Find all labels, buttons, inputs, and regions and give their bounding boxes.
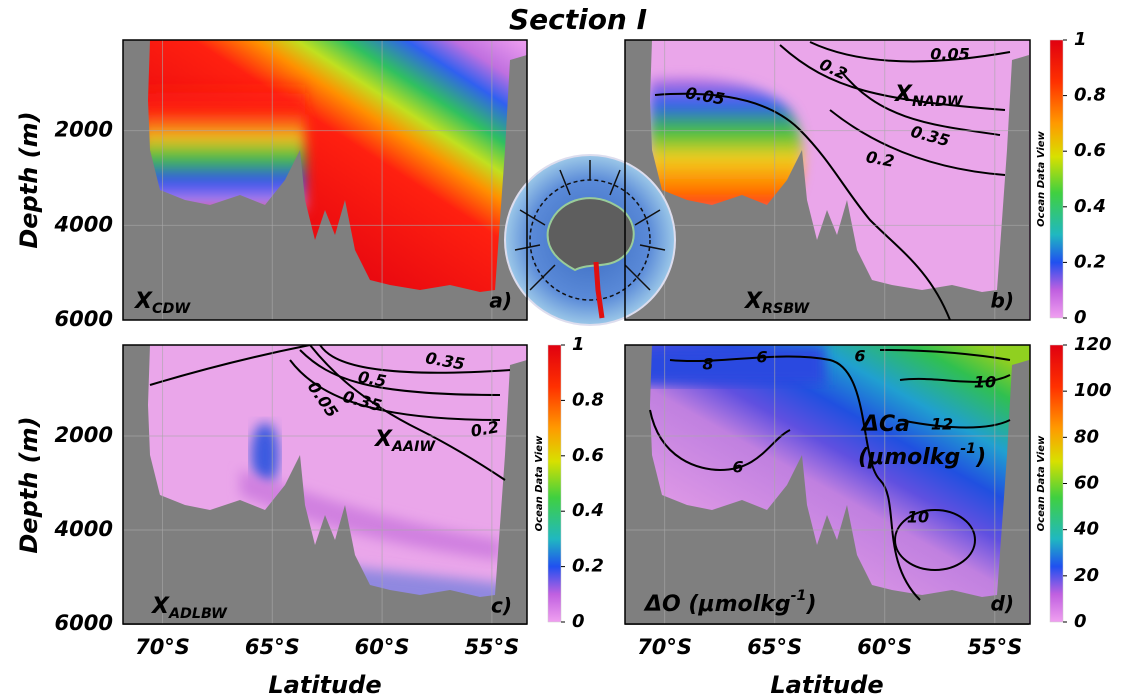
water-mass-label-part: NADW (912, 94, 964, 110)
contour-label: 10 (907, 508, 929, 527)
colorbar-tick-label: 0.8 (572, 389, 604, 410)
x-tick-label: 60°S (355, 635, 410, 659)
colorbar-tick-label: 0.2 (1074, 251, 1106, 272)
colorbar-tick-label: 0 (1074, 611, 1087, 632)
panel-name-part: CDW (152, 301, 191, 317)
colorbar-label: Ocean Data View (534, 435, 545, 531)
colorbar (1050, 345, 1063, 622)
panel-label: d) (991, 592, 1014, 616)
contour-label: 6 (854, 347, 865, 366)
y-tick-label: 6000 (55, 307, 113, 331)
panel-name-part: X (133, 289, 153, 314)
colorbar-tick-label: 120 (1074, 334, 1112, 355)
x-tick-label: 70°S (637, 635, 692, 659)
map-continent (548, 198, 634, 270)
water-mass-label-part: AAIW (391, 439, 436, 455)
contour-label: 6 (756, 348, 767, 367)
colorbar-tick-label: 1 (572, 334, 585, 355)
colorbar-tick-label: 0.8 (1074, 85, 1106, 106)
panel-name-part: RSBW (762, 301, 810, 317)
water-mass-label-part: ) (975, 445, 986, 470)
colorbar-tick-label: 80 (1074, 426, 1099, 447)
x-tick-label: 60°S (857, 635, 912, 659)
panel-name-part: ΔO (μmolkg (643, 592, 791, 617)
field-fill (625, 345, 825, 385)
colorbar-tick-label: 0.2 (572, 556, 604, 577)
contour-label: 10 (974, 373, 996, 392)
x-axis-label: Latitude (268, 671, 381, 699)
water-mass-label-part: (μmolkg (858, 445, 960, 470)
panel-name-part: -1 (791, 588, 807, 604)
panel-name: ΔO (μmolkg-1) (643, 588, 817, 617)
panel-name-part: ) (805, 592, 816, 617)
colorbar-tick-label: 0.6 (572, 445, 604, 466)
panel-label: a) (489, 289, 512, 313)
water-mass-label-part: ΔCa (860, 412, 910, 437)
colorbar (548, 345, 561, 622)
colorbar-tick-label: 20 (1074, 565, 1099, 586)
colorbar-tick-label: 0.4 (1074, 196, 1106, 217)
water-mass-label: ΔCa (860, 412, 910, 437)
colorbar-tick-label: 0 (572, 611, 585, 632)
y-tick-label: 2000 (55, 423, 113, 447)
colorbar (1050, 40, 1063, 318)
figure-title: Section I (509, 3, 647, 36)
water-mass-label-part: X (373, 427, 393, 452)
panel-name-part: ADLBW (168, 606, 228, 622)
water-mass-label-part: -1 (960, 441, 976, 457)
water-mass-label-part: X (893, 82, 913, 107)
y-tick-label: 6000 (55, 611, 113, 635)
panel-name-part: X (743, 289, 763, 314)
contour-label: 0.05 (930, 45, 969, 64)
x-tick-label: 55°S (967, 635, 1022, 659)
colorbar-tick-label: 0.4 (572, 500, 604, 521)
inset-map (505, 155, 675, 325)
contour-label: 8 (702, 355, 713, 374)
contour-label: 6 (732, 458, 743, 477)
x-tick-label: 65°S (245, 635, 300, 659)
panel-label: c) (491, 594, 512, 618)
figure: 200040006000XCDWa)XRSBWb)XNADW0.050.20.0… (0, 0, 1121, 699)
x-tick-label: 55°S (464, 635, 519, 659)
y-axis-label: Depth (m) (15, 416, 43, 553)
colorbar-tick-label: 100 (1074, 380, 1112, 401)
y-tick-label: 4000 (54, 212, 113, 236)
panel-label: b) (991, 289, 1014, 313)
colorbar-label: Ocean Data View (1036, 130, 1047, 226)
colorbar-tick-label: 0 (1074, 307, 1087, 328)
x-tick-label: 70°S (135, 635, 190, 659)
y-tick-label: 2000 (55, 118, 113, 142)
contour-label: 12 (931, 415, 953, 434)
colorbar-tick-label: 40 (1073, 519, 1099, 540)
colorbar-tick-label: 0.6 (1074, 140, 1106, 161)
colorbar-label: Ocean Data View (1036, 435, 1047, 531)
y-tick-label: 4000 (54, 517, 113, 541)
colorbar-tick-label: 1 (1074, 29, 1087, 50)
y-axis-label: Depth (m) (15, 111, 43, 248)
colorbar-tick-label: 60 (1074, 473, 1099, 494)
x-tick-label: 65°S (747, 635, 802, 659)
x-axis-label: Latitude (770, 671, 883, 699)
panel-name-part: X (150, 594, 170, 619)
